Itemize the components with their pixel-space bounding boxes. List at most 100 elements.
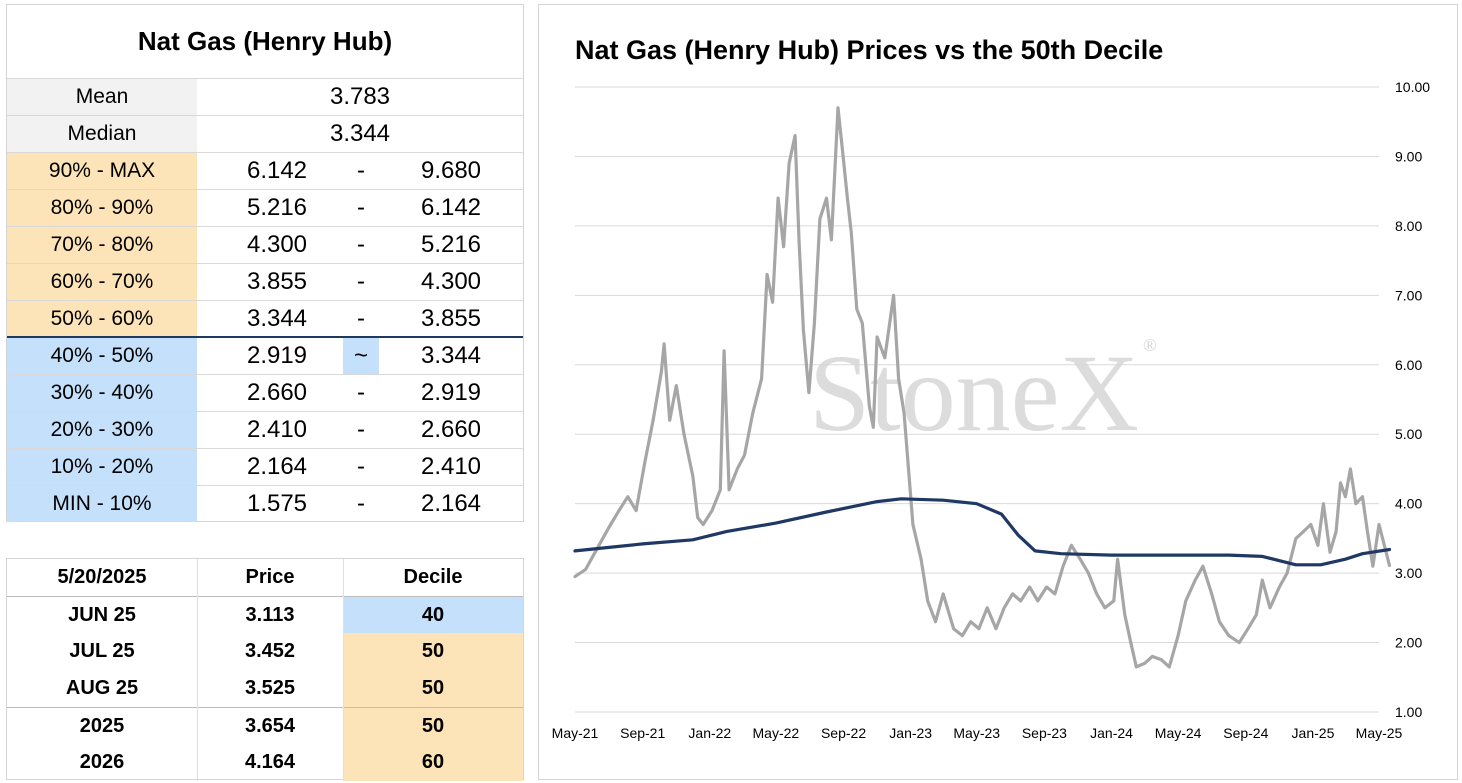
price-table-header: 5/20/2025 Price Decile [7, 559, 523, 596]
table-row: 2025 3.654 50 [7, 707, 523, 745]
decile-low: 2.410 [246, 416, 308, 443]
decile-low: 5.216 [246, 194, 308, 221]
decile-row: 40% - 50% 2.919 ~ 3.344 [7, 337, 523, 374]
decile-label: 20% - 30% [7, 412, 197, 448]
header-price: Price [245, 566, 295, 588]
decile-high: 2.660 [420, 416, 482, 443]
price-cell: 3.452 [244, 640, 296, 662]
x-tick-label: Sep-22 [821, 725, 866, 741]
decile-separator: - [357, 231, 365, 258]
y-tick-label: 2.00 [1395, 635, 1422, 651]
decile-separator: - [357, 305, 365, 332]
decile-cell: 60 [343, 744, 523, 781]
y-tick-label: 4.00 [1395, 496, 1422, 512]
contract-cell: AUG 25 [65, 677, 139, 699]
decile-row: 50% - 60% 3.344 - 3.855 [7, 300, 523, 337]
median-value: 3.344 [329, 120, 391, 147]
median-row: Median 3.344 [7, 115, 523, 152]
price-cell: 3.654 [244, 715, 296, 737]
decile-separator: - [357, 268, 365, 295]
decile-cell: 40 [343, 597, 523, 634]
mean-row: Mean 3.783 [7, 78, 523, 115]
x-tick-label: Jan-25 [1292, 725, 1335, 741]
price-chart: Nat Gas (Henry Hub) Prices vs the 50th D… [538, 4, 1458, 780]
decile-label: 50% - 60% [7, 301, 197, 337]
decile-row: 60% - 70% 3.855 - 4.300 [7, 263, 523, 300]
decile-label: 80% - 90% [7, 190, 197, 226]
decile-separator: - [357, 490, 365, 517]
contract-cell: JUN 25 [68, 604, 136, 626]
decile-label: 30% - 40% [7, 375, 197, 411]
watermark-text: StoneX [809, 332, 1139, 454]
x-tick-label: May-22 [753, 725, 800, 741]
x-tick-label: Sep-24 [1223, 725, 1268, 741]
y-tick-label: 7.00 [1395, 287, 1422, 303]
decile-high: 9.680 [420, 157, 482, 184]
table-row: 2026 4.164 60 [7, 744, 523, 781]
decile-low: 2.919 [246, 342, 308, 369]
decile-low: 3.344 [246, 305, 308, 332]
decile-separator: - [357, 416, 365, 443]
y-tick-label: 8.00 [1395, 218, 1422, 234]
decile-row: MIN - 10% 1.575 - 2.164 [7, 485, 523, 522]
decile-separator: - [357, 453, 365, 480]
contract-cell: 2026 [79, 751, 125, 773]
contract-cell: 2025 [79, 715, 125, 737]
header-decile: Decile [403, 566, 463, 588]
x-tick-label: Jan-23 [889, 725, 932, 741]
x-tick-label: May-21 [552, 725, 599, 741]
decile-separator: - [357, 379, 365, 406]
decile-stats-table: Nat Gas (Henry Hub) Mean 3.783 Median 3.… [6, 4, 524, 522]
decile-row: 10% - 20% 2.164 - 2.410 [7, 448, 523, 485]
decile-low: 2.660 [246, 379, 308, 406]
y-tick-label: 5.00 [1395, 426, 1422, 442]
decile-high: 2.919 [420, 379, 482, 406]
table-row: AUG 25 3.525 50 [7, 670, 523, 707]
mean-value: 3.783 [329, 83, 391, 110]
decile-row: 90% - MAX 6.142 - 9.680 [7, 152, 523, 189]
decile-row: 80% - 90% 5.216 - 6.142 [7, 189, 523, 226]
decile-label: MIN - 10% [7, 486, 197, 522]
mean-label: Mean [7, 79, 197, 115]
decile-cell: 50 [343, 708, 523, 745]
decile-cell: 50 [343, 670, 523, 707]
contract-cell: JUL 25 [69, 640, 135, 662]
price-series-line [573, 106, 1392, 669]
decile-series-line [573, 497, 1392, 567]
median-label: Median [7, 116, 197, 152]
x-tick-label: May-23 [953, 725, 1000, 741]
x-tick-label: Sep-23 [1022, 725, 1067, 741]
decile-low: 6.142 [246, 157, 308, 184]
table-row: JUL 25 3.452 50 [7, 633, 523, 670]
chart-title: Nat Gas (Henry Hub) Prices vs the 50th D… [575, 35, 1164, 65]
y-tick-label: 3.00 [1395, 565, 1422, 581]
column-divider [197, 559, 198, 781]
y-tick-label: 1.00 [1395, 704, 1422, 720]
x-tick-label: May-25 [1356, 725, 1403, 741]
decile-separator-highlight: ~ [343, 338, 379, 374]
median-divider [7, 336, 523, 338]
decile-separator: - [357, 194, 365, 221]
decile-label: 10% - 20% [7, 449, 197, 485]
decile-separator: - [357, 157, 365, 184]
decile-cell: 50 [343, 633, 523, 670]
price-cell: 4.164 [244, 751, 296, 773]
header-date: 5/20/2025 [57, 566, 147, 588]
price-cell: 3.525 [244, 677, 296, 699]
x-tick-label: Jan-22 [688, 725, 731, 741]
decile-high: 4.300 [420, 268, 482, 295]
decile-high: 6.142 [420, 194, 482, 221]
decile-label: 90% - MAX [7, 153, 197, 189]
decile-low: 2.164 [246, 453, 308, 480]
price-decile-table: 5/20/2025 Price Decile JUN 25 3.113 40 J… [6, 558, 524, 781]
chart-plot-area: 10.00 9.00 8.00 7.00 6.00 5.00 4.00 3.00 2.00 1.0… [552, 79, 1431, 741]
table-row: JUN 25 3.113 40 [7, 596, 523, 634]
column-divider [343, 559, 344, 781]
decile-row: 70% - 80% 4.300 - 5.216 [7, 226, 523, 263]
x-tick-label: May-24 [1155, 725, 1202, 741]
decile-label: 70% - 80% [7, 227, 197, 263]
decile-high: 3.855 [420, 305, 482, 332]
decile-row: 20% - 30% 2.410 - 2.660 [7, 411, 523, 448]
decile-label: 60% - 70% [7, 264, 197, 300]
watermark-registered-mark: ® [1143, 335, 1157, 355]
